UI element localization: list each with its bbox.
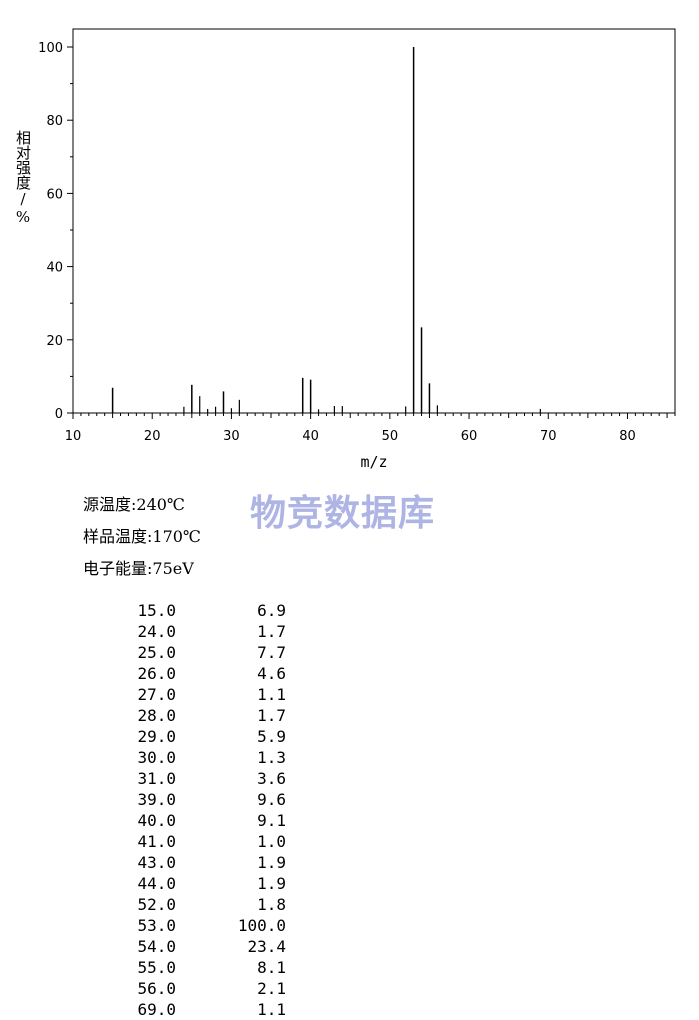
y-tick-label: 80	[46, 114, 63, 129]
y-tick-label: 40	[46, 261, 63, 276]
peak-table-row: 43.0 1.9	[110, 852, 286, 873]
peak-mz: 41.0	[137, 832, 176, 851]
peak-intensity: 1.1	[257, 1000, 286, 1019]
peak-intensity: 1.0	[257, 832, 286, 851]
peak-intensity: 7.7	[257, 643, 286, 662]
peak-mz: 26.0	[137, 664, 176, 683]
x-tick-label: 10	[65, 429, 82, 444]
sample-temperature: 样品温度:170℃	[83, 527, 201, 546]
experimental-conditions: 源温度:240℃ 样品温度:170℃ 电子能量:75eV	[83, 492, 201, 588]
peak-mz: 24.0	[137, 622, 176, 641]
x-tick-label: 30	[223, 429, 240, 444]
peak-table-row: 41.0 1.0	[110, 831, 286, 852]
peak-table-row: 28.0 1.7	[110, 705, 286, 726]
peak-intensity: 8.1	[257, 958, 286, 977]
plot-frame	[72, 28, 676, 414]
peak-mz: 43.0	[137, 853, 176, 872]
peak-mz: 31.0	[137, 769, 176, 788]
peak-intensity: 5.9	[257, 727, 286, 746]
peak-intensity: 1.9	[257, 853, 286, 872]
y-tick-label: 20	[46, 334, 63, 349]
peak-intensity: 9.6	[257, 790, 286, 809]
y-tick-label: 0	[55, 407, 63, 422]
peak-table-row: 24.0 1.7	[110, 621, 286, 642]
peak-table-row: 30.0 1.3	[110, 747, 286, 768]
peak-table-row: 53.0 100.0	[110, 915, 286, 936]
peak-mz: 53.0	[137, 916, 176, 935]
peak-table-row: 25.0 7.7	[110, 642, 286, 663]
peak-table-row: 26.0 4.6	[110, 663, 286, 684]
x-tick-label: 80	[619, 429, 636, 444]
peak-mz: 54.0	[137, 937, 176, 956]
peak-table-row: 52.0 1.8	[110, 894, 286, 915]
peak-mz: 29.0	[137, 727, 176, 746]
watermark: 物竞数据库	[250, 493, 436, 534]
peak-lines	[111, 47, 541, 413]
peak-intensity: 1.7	[257, 706, 286, 725]
peak-intensity: 2.1	[257, 979, 286, 998]
peak-intensity: 3.6	[257, 769, 286, 788]
peak-intensity: 1.9	[257, 874, 286, 893]
peak-table-row: 29.0 5.9	[110, 726, 286, 747]
peak-intensity: 1.1	[257, 685, 286, 704]
peak-intensity: 1.8	[257, 895, 286, 914]
peak-intensity: 9.1	[257, 811, 286, 830]
peak-intensity: 4.6	[257, 664, 286, 683]
peak-table: 15.0 6.9 24.0 1.7 25.0 7.7 26.0 4.6 27.0 1.1 28.0 1…	[110, 600, 286, 1020]
peak-mz: 69.0	[137, 1000, 176, 1019]
x-tick-label: 70	[540, 429, 557, 444]
peak-table-row: 31.0 3.6	[110, 768, 286, 789]
peak-table-row: 27.0 1.1	[110, 684, 286, 705]
y-tick-label: 100	[38, 41, 63, 56]
peak-mz: 27.0	[137, 685, 176, 704]
peak-intensity: 23.4	[247, 937, 286, 956]
peak-table-row: 44.0 1.9	[110, 873, 286, 894]
peak-mz: 25.0	[137, 643, 176, 662]
electron-energy: 电子能量:75eV	[83, 559, 194, 578]
y-tick-label: 60	[46, 187, 63, 202]
peak-table-row: 54.0 23.4	[110, 936, 286, 957]
peak-mz: 55.0	[137, 958, 176, 977]
source-temperature: 源温度:240℃	[83, 495, 185, 514]
x-axis: 10 20 30 40 50 60 70 80	[65, 413, 676, 444]
peak-mz: 40.0	[137, 811, 176, 830]
peak-table-row: 40.0 9.1	[110, 810, 286, 831]
y-axis-label: 相对强度/%	[14, 130, 32, 226]
x-tick-label: 40	[302, 429, 319, 444]
y-axis: 0 20 40 60 80 100	[38, 41, 73, 422]
peak-table-row: 39.0 9.6	[110, 789, 286, 810]
peak-mz: 56.0	[137, 979, 176, 998]
peak-mz: 39.0	[137, 790, 176, 809]
x-tick-label: 20	[144, 429, 161, 444]
peak-table-row: 69.0 1.1	[110, 999, 286, 1020]
peak-table-row: 15.0 6.9	[110, 600, 286, 621]
x-axis-label: m/z	[360, 453, 387, 471]
peak-intensity: 1.3	[257, 748, 286, 767]
peak-mz: 28.0	[137, 706, 176, 725]
peak-intensity: 1.7	[257, 622, 286, 641]
mass-spectrum-chart: 0 20 40 60 80 100 10 20 30 40 50 60 70 80 m/z	[38, 28, 676, 471]
peak-table-row: 56.0 2.1	[110, 978, 286, 999]
peak-intensity: 6.9	[257, 601, 286, 620]
x-tick-label: 60	[461, 429, 478, 444]
x-tick-label: 50	[382, 429, 399, 444]
peak-mz: 15.0	[137, 601, 176, 620]
peak-mz: 52.0	[137, 895, 176, 914]
peak-mz: 44.0	[137, 874, 176, 893]
peak-intensity: 100.0	[237, 916, 286, 935]
peak-table-row: 55.0 8.1	[110, 957, 286, 978]
peak-mz: 30.0	[137, 748, 176, 767]
